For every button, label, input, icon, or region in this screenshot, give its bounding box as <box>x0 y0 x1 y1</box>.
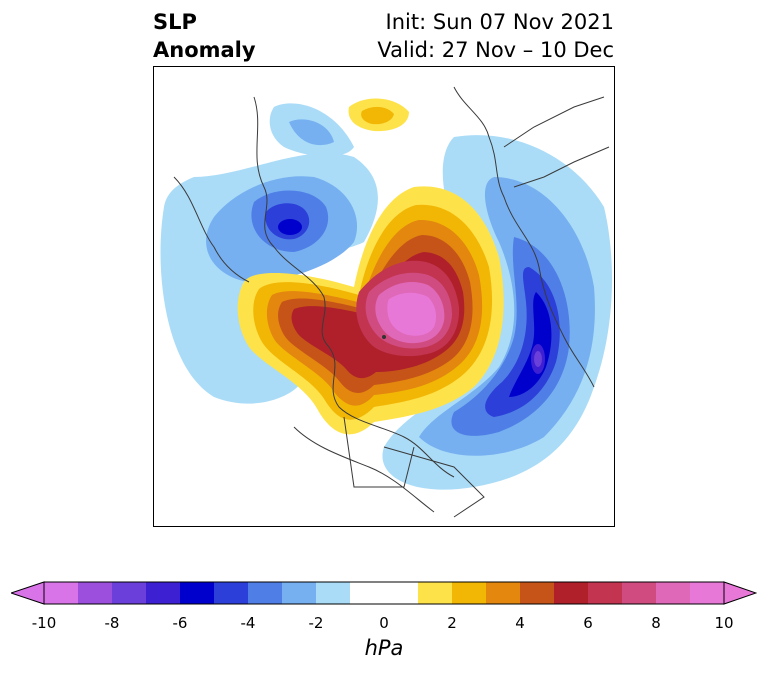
colorbar-frame <box>43 581 725 605</box>
colorbar-segment <box>248 582 283 604</box>
colorbar-segment <box>690 582 725 604</box>
positive-anomaly-greenland <box>348 98 409 132</box>
valid-range: Valid: 27 Nov – 10 Dec <box>377 38 614 62</box>
colorbar-segment <box>316 582 351 604</box>
colorbar-tick-label: 0 <box>379 614 389 632</box>
colorbar-tick-label: 4 <box>515 614 525 632</box>
colorbar-segment <box>656 582 691 604</box>
colorbar-segment <box>588 582 623 604</box>
colorbar-segment <box>44 582 79 604</box>
colorbar-tick-label: 6 <box>583 614 593 632</box>
colorbar-segment <box>452 582 487 604</box>
unit-label: hPa <box>364 636 404 660</box>
title-right: Init: Sun 07 Nov 2021 Valid: 27 Nov – 10… <box>377 8 614 64</box>
title-left: SLP Anomaly <box>153 8 256 64</box>
colorbar-segment <box>214 582 249 604</box>
colorbar-tick-label: -4 <box>240 614 256 632</box>
title-variable: Anomaly <box>153 38 256 62</box>
colorbar-extend-high <box>723 581 757 605</box>
colorbar-tick-label: -2 <box>308 614 324 632</box>
colorbar-segment <box>282 582 317 604</box>
north-pole-marker <box>382 335 386 339</box>
colorbar-tick-label: 10 <box>714 614 734 632</box>
colorbar-segment <box>384 582 419 604</box>
colorbar <box>11 581 757 605</box>
colorbar-segment <box>554 582 589 604</box>
negative-anomaly-pacific <box>160 103 378 404</box>
colorbar-segment <box>486 582 521 604</box>
colorbar-segment <box>146 582 181 604</box>
colorbar-tick-label: 8 <box>651 614 661 632</box>
anomaly-map <box>160 86 613 518</box>
colorbar-segment <box>78 582 113 604</box>
colorbar-segment <box>418 582 453 604</box>
colorbar-tick-label: -8 <box>104 614 120 632</box>
colorbar-tick-label: -10 <box>31 614 57 632</box>
colorbar-segment <box>622 582 657 604</box>
colorbar-segment <box>520 582 555 604</box>
colorbar-tick-label: -6 <box>172 614 188 632</box>
map-panel <box>153 66 615 527</box>
colorbar-segment <box>112 582 147 604</box>
title-field: SLP <box>153 10 197 34</box>
coastlines <box>173 86 610 518</box>
colorbar-extend-low <box>11 581 45 605</box>
colorbar-tick-label: 2 <box>447 614 457 632</box>
positive-anomaly-arctic <box>237 186 504 435</box>
colorbar-segment <box>350 582 385 604</box>
init-date: Init: Sun 07 Nov 2021 <box>385 10 614 34</box>
colorbar-segment <box>180 582 215 604</box>
